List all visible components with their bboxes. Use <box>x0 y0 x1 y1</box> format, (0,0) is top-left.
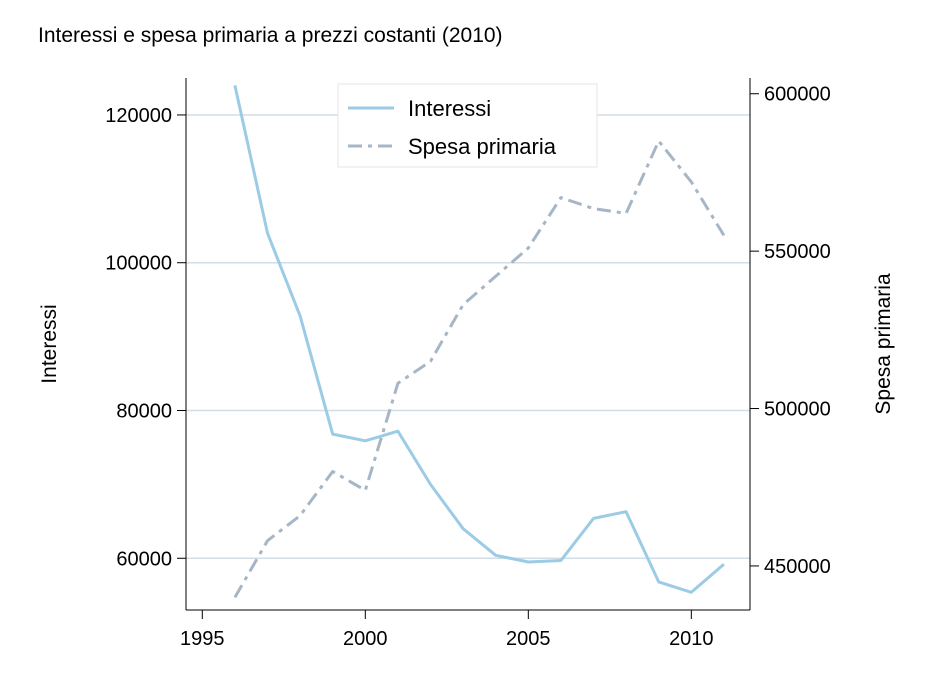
x-tick-label: 2000 <box>343 628 388 650</box>
y-left-tick-label: 60000 <box>116 548 172 570</box>
y-axis-left-title: Interessi <box>38 304 61 383</box>
x-tick-label: 2005 <box>506 628 551 650</box>
y-right-tick-label: 550000 <box>764 241 831 263</box>
y-left-tick-label: 80000 <box>116 401 172 423</box>
x-tick-label: 2010 <box>669 628 714 650</box>
x-tick-label: 1995 <box>180 628 225 650</box>
legend-box <box>337 83 598 168</box>
legend-label: Interessi <box>408 96 491 121</box>
y-axis-right-title: Spesa primaria <box>872 273 895 415</box>
y-right-tick-label: 500000 <box>764 399 831 421</box>
y-left-tick-label: 120000 <box>105 105 172 127</box>
series-line-interessi <box>233 85 725 594</box>
y-right-tick-label: 600000 <box>764 84 831 106</box>
chart-title: Interessi e spesa primaria a prezzi cost… <box>38 24 503 47</box>
legend-label: Spesa primaria <box>408 134 557 159</box>
series-line-spesa-primaria <box>233 139 726 599</box>
y-left-tick-label: 100000 <box>105 253 172 275</box>
y-right-tick-label: 450000 <box>764 556 831 578</box>
legend: Interessi Spesa primaria <box>337 83 598 168</box>
